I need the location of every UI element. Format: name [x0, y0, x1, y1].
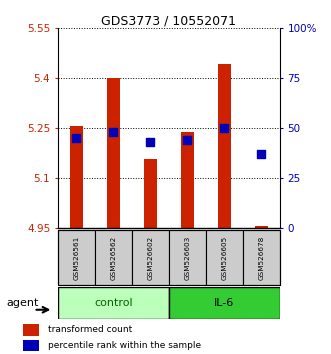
- Text: transformed count: transformed count: [48, 325, 132, 334]
- Text: GSM526605: GSM526605: [221, 235, 227, 280]
- FancyBboxPatch shape: [58, 287, 169, 319]
- Point: [148, 139, 153, 145]
- Bar: [255, 225, 268, 228]
- Text: control: control: [94, 298, 133, 308]
- Point: [185, 137, 190, 143]
- Point: [259, 152, 264, 157]
- Bar: [107, 78, 120, 228]
- FancyBboxPatch shape: [132, 230, 169, 285]
- Bar: [70, 126, 83, 228]
- Point: [111, 130, 116, 135]
- Text: IL-6: IL-6: [214, 298, 234, 308]
- Bar: [144, 159, 157, 228]
- Text: percentile rank within the sample: percentile rank within the sample: [48, 341, 201, 350]
- FancyBboxPatch shape: [206, 230, 243, 285]
- Point: [74, 136, 79, 141]
- Bar: [23, 324, 38, 336]
- FancyBboxPatch shape: [95, 230, 132, 285]
- Bar: [218, 64, 231, 228]
- Text: agent: agent: [7, 298, 39, 308]
- Bar: [23, 339, 38, 351]
- Point: [221, 125, 227, 131]
- Text: GSM526678: GSM526678: [258, 235, 264, 280]
- Text: GSM526603: GSM526603: [184, 235, 190, 280]
- FancyBboxPatch shape: [243, 230, 280, 285]
- FancyBboxPatch shape: [58, 230, 95, 285]
- Text: GSM526562: GSM526562: [110, 235, 117, 280]
- Text: GSM526602: GSM526602: [147, 235, 153, 280]
- Bar: [181, 132, 194, 228]
- FancyBboxPatch shape: [169, 230, 206, 285]
- FancyBboxPatch shape: [169, 287, 280, 319]
- Text: GSM526561: GSM526561: [73, 235, 79, 280]
- Title: GDS3773 / 10552071: GDS3773 / 10552071: [101, 14, 236, 27]
